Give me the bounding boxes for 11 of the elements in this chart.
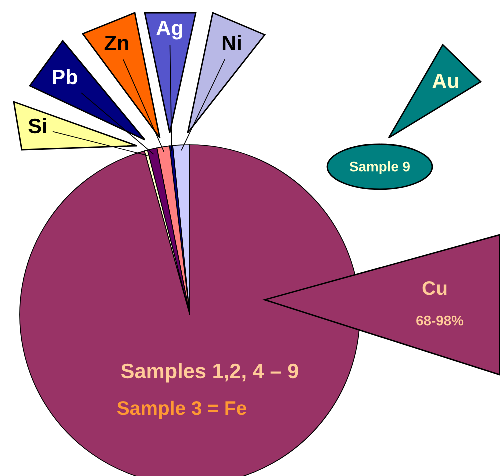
text: Sample 3 = Fe — [117, 400, 246, 420]
slice-label: Cu — [422, 281, 447, 296]
slice-label: Ni — [222, 35, 241, 50]
slice-label: Ag — [156, 20, 182, 40]
text: Au — [432, 74, 459, 89]
slice-label: Si — [28, 118, 46, 134]
slice-label: Zn — [104, 36, 128, 50]
slice-label: Pb — [53, 69, 78, 85]
text: Samples 1,2, 4 – 9 — [121, 363, 298, 383]
text: 68-98% — [416, 316, 464, 326]
text: Sample 9 — [350, 162, 410, 174]
